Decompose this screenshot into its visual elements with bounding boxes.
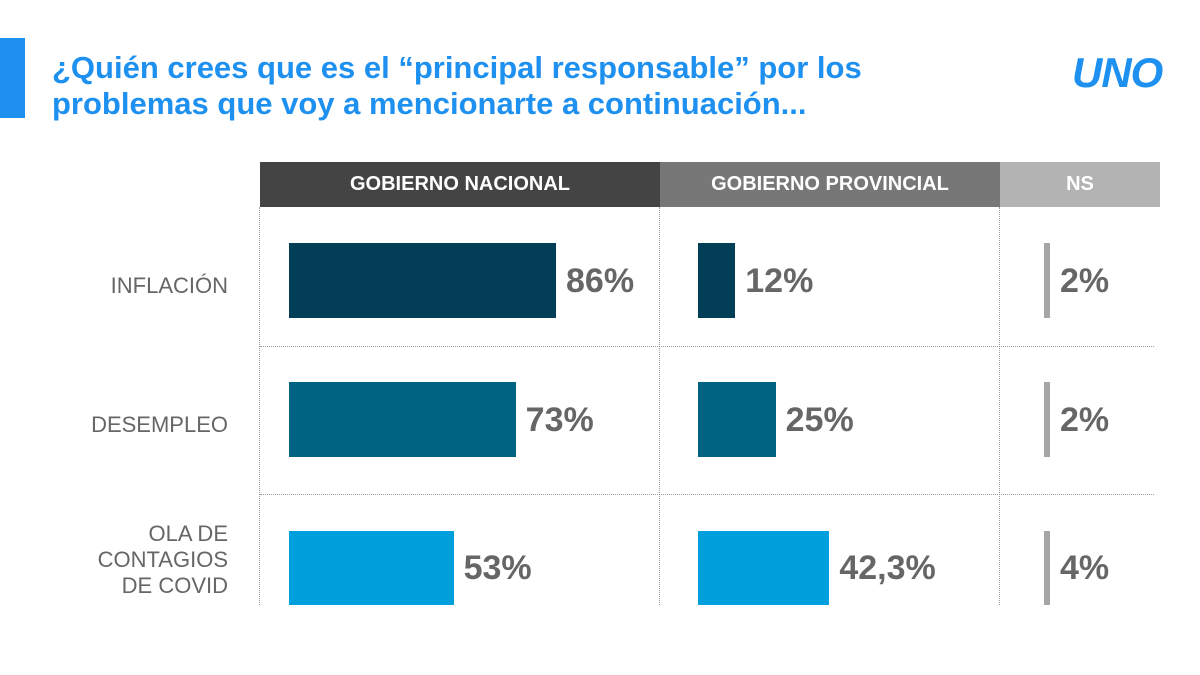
bar-nacional-row-1 — [289, 243, 557, 318]
grid-vline-1 — [259, 207, 260, 605]
bar-ns-row-3 — [1044, 531, 1050, 605]
row-label-desempleo: DESEMPLEO — [91, 412, 228, 437]
title-accent-bar — [0, 38, 25, 118]
value-label-nacional-row-2: 73% — [525, 400, 594, 439]
column-header-ns: NS — [1000, 162, 1160, 207]
bar-nacional-row-3 — [289, 531, 454, 605]
value-label-ns-row-1: 2% — [1060, 261, 1110, 300]
value-label-provincial-row-1: 12% — [745, 261, 814, 300]
bar-provincial-row-3 — [698, 531, 830, 605]
grid-hline-2 — [260, 494, 1154, 495]
bar-ns-row-2 — [1044, 382, 1050, 457]
row-label-inflacion: INFLACIÓN — [110, 273, 228, 298]
grid-vline-3 — [999, 207, 1000, 605]
value-label-nacional-row-1: 86% — [566, 261, 635, 300]
bar-provincial-row-2 — [698, 382, 776, 457]
value-label-ns-row-2: 2% — [1060, 400, 1110, 439]
title-line-1: ¿Quién crees que es el “principal respon… — [52, 50, 862, 85]
bar-provincial-row-1 — [698, 243, 736, 318]
title-line-2: problemas que voy a mencionarte a contin… — [52, 86, 807, 121]
value-label-nacional-row-3: 53% — [463, 549, 532, 587]
value-label-ns-row-3: 4% — [1060, 549, 1110, 587]
column-header-nacional: GOBIERNO NACIONAL — [260, 162, 660, 207]
bar-ns-row-1 — [1044, 243, 1050, 318]
column-header-provincial: GOBIERNO PROVINCIAL — [660, 162, 1000, 207]
value-label-provincial-row-3: 42,3% — [839, 549, 936, 587]
uno-logo: UNO — [1072, 49, 1163, 96]
chart-title: ¿Quién crees que es el “principal respon… — [52, 50, 1012, 122]
row-label-covid: OLA DE CONTAGIOS DE COVID — [97, 521, 228, 598]
bar-nacional-row-2 — [289, 382, 516, 457]
value-label-provincial-row-2: 25% — [785, 400, 854, 439]
grid-vline-2 — [659, 207, 660, 605]
grid-hline-1 — [260, 346, 1154, 347]
